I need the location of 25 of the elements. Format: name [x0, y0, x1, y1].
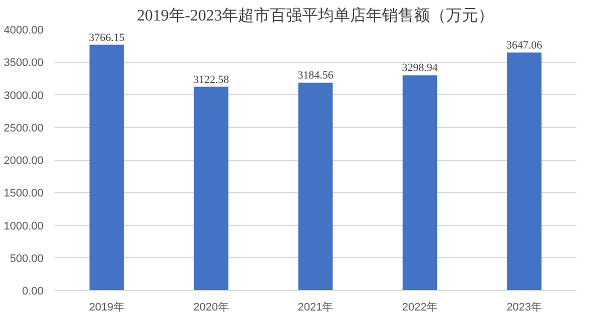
bar	[298, 82, 333, 290]
data-label: 3122.58	[193, 74, 230, 86]
bar	[89, 44, 124, 290]
bar	[194, 86, 228, 290]
x-tick-label: 2019年	[88, 302, 124, 314]
y-tick-label: 1500.00	[4, 188, 44, 200]
y-tick-label: 2000.00	[4, 155, 44, 167]
x-tick-label: 2020年	[193, 302, 229, 314]
x-tick-label: 2022年	[402, 302, 438, 314]
data-label: 3298.94	[402, 62, 438, 74]
bar	[507, 52, 542, 290]
data-label: 3766.15	[88, 32, 126, 44]
x-tick-label: 2023年	[506, 302, 542, 314]
x-tick-label: 2021年	[298, 302, 334, 314]
y-tick-label: 3000.00	[4, 90, 44, 102]
data-label: 3184.56	[298, 70, 334, 82]
y-tick-label: 500.00	[10, 252, 44, 265]
y-tick-label: 2500.00	[4, 122, 44, 134]
chart-title: 2019年-2023年超市百强平均单店年销售额（万元）	[136, 6, 494, 24]
y-tick-label: 4000.00	[4, 24, 44, 36]
bar	[402, 75, 438, 290]
y-tick-label: 1000.00	[4, 220, 44, 232]
data-label: 3647.06	[506, 40, 543, 52]
y-tick-label: 3500.00	[4, 57, 44, 70]
y-tick-label: 0.00	[22, 286, 44, 298]
